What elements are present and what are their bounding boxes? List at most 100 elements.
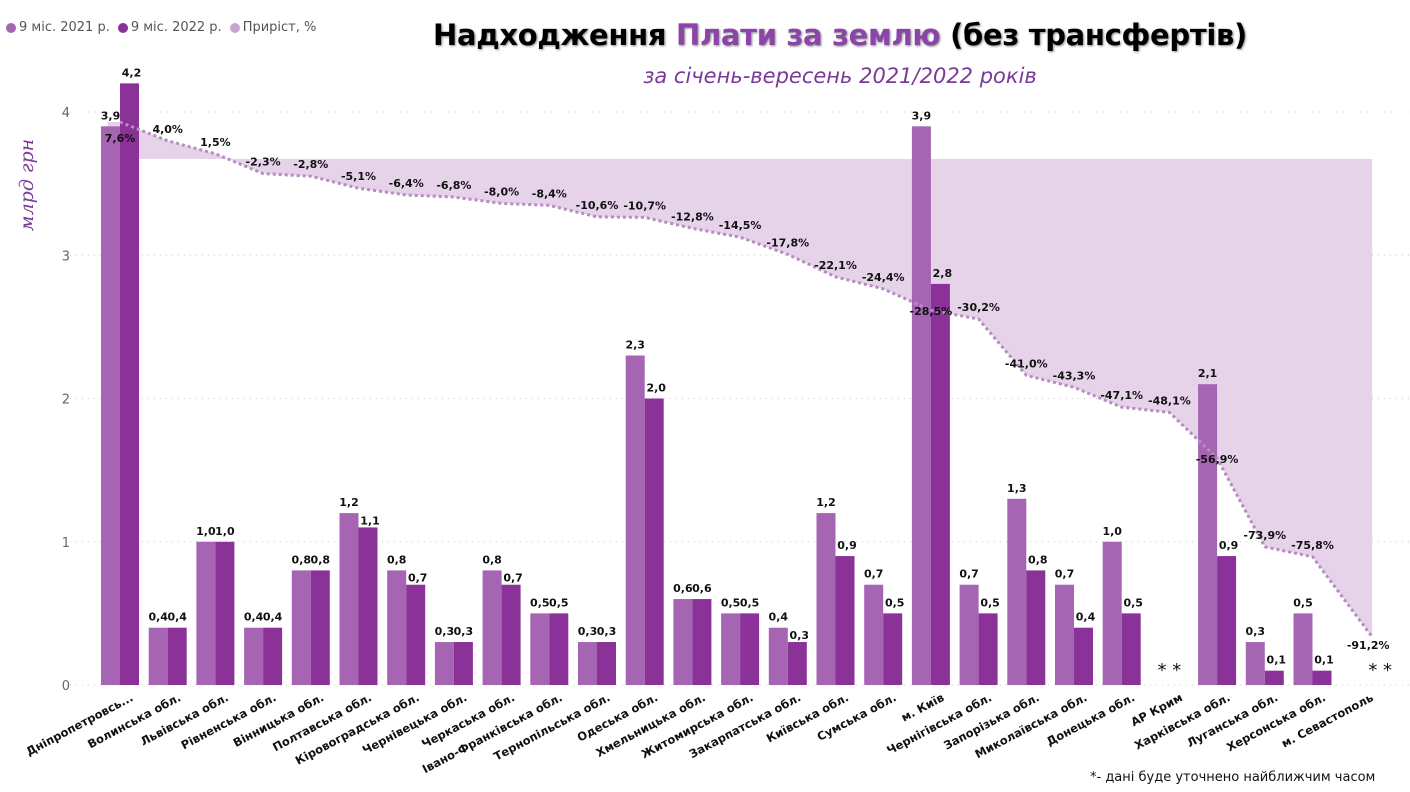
- data-label-2022: 0,1: [1267, 654, 1287, 667]
- bar-2022: [120, 83, 139, 686]
- bar-2022: [787, 642, 807, 685]
- growth-label: -8,4%: [532, 187, 567, 200]
- bar-2022: [1121, 613, 1141, 685]
- growth-label: 4,0%: [152, 123, 183, 136]
- asterisk-annotation: * *: [1158, 660, 1182, 681]
- y-tick-label: 1: [62, 536, 70, 551]
- data-label-2021: 0,3: [1246, 625, 1266, 638]
- data-label-2021: 0,4: [244, 611, 264, 624]
- data-label-2021: 2,3: [625, 339, 645, 352]
- bar-2021: [625, 355, 645, 685]
- data-label-2021: 2,1: [1198, 367, 1218, 380]
- data-label-2022: 0,4: [263, 611, 283, 624]
- data-label-2022: 4,2: [122, 66, 142, 79]
- title-part1: Надходження: [432, 18, 676, 52]
- legend-label: 9 міс. 2021 р.: [19, 20, 110, 35]
- bar-2022: [978, 613, 998, 685]
- bar-2022: [692, 599, 712, 685]
- bar-2021: [1293, 613, 1313, 685]
- bar-2022: [1026, 570, 1046, 685]
- bar-2021: [196, 541, 216, 685]
- bar-2022: [930, 283, 950, 685]
- data-label-2022: 0,9: [837, 539, 857, 552]
- bar-2021: [1055, 584, 1074, 685]
- chart-title: Надходження Плати за землю (без трансфер…: [400, 18, 1280, 52]
- bar-2022: [549, 613, 569, 685]
- data-label-2021: 1,2: [339, 496, 359, 509]
- bar-2022: [501, 584, 521, 685]
- legend-dot-icon: [117, 22, 128, 33]
- data-label-2022: 0,3: [597, 625, 617, 638]
- bar-2021: [721, 613, 741, 685]
- data-label-2022: 2,8: [933, 267, 953, 280]
- bar-2022: [215, 541, 235, 685]
- growth-label: -75,8%: [1291, 539, 1334, 552]
- bar-2021: [530, 613, 550, 685]
- growth-label: -47,1%: [1100, 389, 1143, 402]
- bar-2022: [1264, 670, 1284, 685]
- bar-2021: [864, 584, 884, 685]
- bar-2022: [835, 556, 855, 685]
- data-label-2021: 0,7: [864, 568, 884, 581]
- growth-label: -6,4%: [389, 177, 424, 190]
- data-label-2021: 0,3: [435, 625, 455, 638]
- bar-2021: [768, 627, 788, 685]
- footnote: *- дані буде уточнено найближчим часом: [1090, 770, 1376, 785]
- data-label-2022: 0,6: [692, 582, 712, 595]
- growth-label: -43,3%: [1053, 369, 1096, 382]
- growth-label: 1,5%: [200, 136, 231, 149]
- legend-dot-icon: [229, 22, 240, 33]
- bar-2021: [101, 126, 120, 685]
- growth-label: -2,8%: [293, 158, 328, 171]
- data-label-2022: 0,5: [549, 596, 569, 609]
- bar-2021: [911, 126, 931, 685]
- legend-label: 9 міс. 2022 р.: [130, 20, 222, 35]
- data-label-2021: 0,5: [530, 596, 550, 609]
- data-labels: 3,94,20,4 0,41,0 1,00,4 0,40,8 0,81,21,10,80…: [101, 66, 1392, 681]
- data-label-2022: 0,5: [1123, 596, 1143, 609]
- data-label-2021: 0,8: [482, 553, 502, 566]
- legend-item-2021[interactable]: 9 міс. 2021 р.: [6, 20, 110, 35]
- bar-2022: [1074, 627, 1093, 685]
- bar-2021: [1102, 541, 1122, 685]
- data-label-2022: 0,7: [408, 572, 428, 585]
- legend-label: Приріст, %: [242, 20, 317, 35]
- data-label-2021: 0,8: [292, 553, 312, 566]
- data-label-2021: 1,0: [196, 525, 216, 538]
- legend-item-growth[interactable]: Приріст, %: [229, 20, 317, 35]
- x-tick-label: Донецька обл.: [1044, 690, 1137, 748]
- chart-subtitle: за січень-вересень 2021/2022 років: [643, 64, 1037, 88]
- data-label-2022: 1,0: [215, 525, 235, 538]
- bar-2021: [482, 570, 502, 685]
- data-label-2022: 0,4: [167, 611, 187, 624]
- growth-label: -91,2%: [1347, 639, 1390, 652]
- legend-item-2022[interactable]: 9 міс. 2022 р.: [117, 20, 222, 35]
- bar-2022: [740, 613, 760, 685]
- growth-label: -10,6%: [576, 199, 619, 212]
- data-label-2021: 3,9: [101, 109, 121, 122]
- data-label-2022: 0,1: [1314, 654, 1334, 667]
- bar-2021: [673, 599, 693, 685]
- y-tick-label: 0: [62, 679, 70, 694]
- bar-2022: [358, 527, 378, 685]
- data-label-2021: 0,7: [959, 568, 979, 581]
- data-label-2021: 0,7: [1055, 568, 1075, 581]
- bar-2021: [434, 642, 454, 685]
- data-label-2022: 0,3: [790, 629, 810, 642]
- growth-label: -48,1%: [1148, 394, 1191, 407]
- data-label-2022: 0,8: [1028, 553, 1048, 566]
- bar-2022: [597, 642, 616, 685]
- data-label-2021: 0,4: [769, 611, 789, 624]
- data-label-2021: 0,5: [721, 596, 741, 609]
- y-tick-label: 2: [62, 393, 70, 408]
- bar-2022: [644, 398, 664, 685]
- bar-2022: [453, 642, 473, 685]
- bar-2022: [1312, 670, 1332, 685]
- growth-label: -28,5%: [910, 305, 953, 318]
- bar-2021: [339, 513, 359, 685]
- bar-2021: [1007, 498, 1027, 685]
- data-label-2021: 0,6: [673, 582, 693, 595]
- bar-2021: [244, 627, 264, 685]
- growth-label: -14,5%: [719, 219, 762, 232]
